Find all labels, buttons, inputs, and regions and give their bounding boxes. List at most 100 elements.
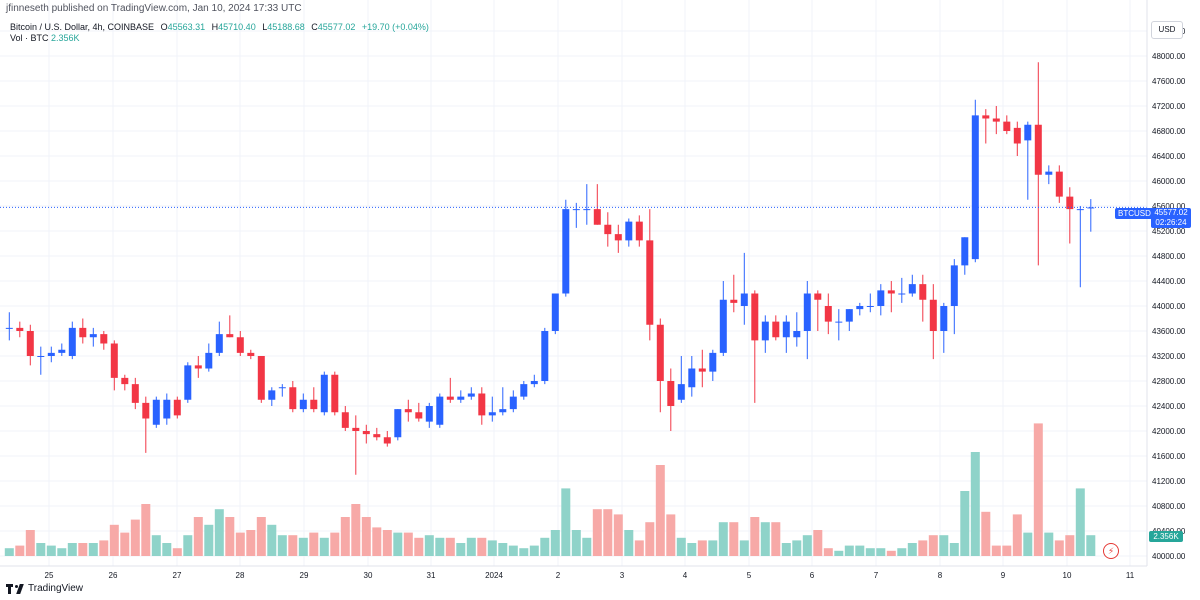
grid-lines bbox=[0, 0, 1147, 566]
symbol-title[interactable]: Bitcoin / U.S. Dollar, 4h, COINBASE bbox=[10, 22, 155, 32]
volume-bar bbox=[718, 522, 728, 556]
volume-bar bbox=[508, 545, 518, 556]
volume-bar bbox=[592, 509, 602, 556]
candle-body bbox=[457, 396, 465, 400]
volume-bar bbox=[540, 537, 550, 556]
volume-bar bbox=[288, 535, 298, 556]
volume-label[interactable]: Vol · BTC bbox=[10, 33, 49, 43]
candle-body bbox=[845, 309, 853, 322]
candle-body bbox=[184, 365, 192, 400]
candle-body bbox=[299, 399, 307, 410]
tradingview-logo[interactable]: TradingView bbox=[6, 583, 83, 594]
volume-bar bbox=[340, 517, 350, 556]
candle-body bbox=[583, 209, 591, 211]
price-candles bbox=[5, 62, 1095, 475]
volume-bar bbox=[697, 540, 707, 556]
candle-body bbox=[866, 306, 874, 307]
volume-bar bbox=[487, 540, 497, 556]
high-value: 45710.40 bbox=[218, 22, 256, 32]
time-axis[interactable]: 25 26 27 28 29 30 31 2024 2 3 4 5 6 7 8 9 10 11 bbox=[45, 571, 1135, 580]
candle-body bbox=[79, 327, 87, 338]
price-tick-label: 48000.00 bbox=[1152, 52, 1186, 61]
volume-value: 2.356K bbox=[51, 33, 80, 43]
candle-body bbox=[173, 399, 181, 416]
candle-body bbox=[341, 412, 349, 428]
volume-bar bbox=[1012, 514, 1022, 556]
time-tick-label: 6 bbox=[810, 571, 815, 580]
volume-bars bbox=[4, 423, 1096, 556]
time-tick-label: 25 bbox=[45, 571, 54, 580]
candle-body bbox=[929, 299, 937, 331]
volume-bar bbox=[750, 517, 760, 556]
candle-body bbox=[740, 293, 748, 306]
volume-bar bbox=[435, 537, 445, 556]
price-tick-label: 44000.00 bbox=[1152, 302, 1186, 311]
volume-price-tag: 2.356K bbox=[1149, 531, 1183, 542]
volume-bar bbox=[1086, 535, 1096, 556]
price-tick-label: 41200.00 bbox=[1152, 477, 1186, 486]
candle-body bbox=[110, 343, 118, 378]
volume-bar bbox=[498, 543, 508, 556]
high-label: H bbox=[211, 22, 219, 32]
candle-body bbox=[898, 293, 906, 295]
volume-bar bbox=[561, 488, 571, 556]
candle-body bbox=[1034, 124, 1042, 175]
candle-body bbox=[1045, 171, 1053, 175]
volume-bar bbox=[130, 519, 140, 556]
volume-bar bbox=[582, 537, 592, 556]
change-value: +19.70 (+0.04%) bbox=[361, 22, 429, 32]
volume-bar bbox=[424, 535, 434, 556]
candle-body bbox=[877, 290, 885, 306]
volume-bar bbox=[57, 548, 67, 556]
lightning-icon[interactable]: ⚡ bbox=[1103, 543, 1119, 559]
volume-bar bbox=[960, 491, 970, 556]
volume-bar bbox=[477, 537, 487, 556]
candle-body bbox=[446, 396, 454, 400]
volume-bar bbox=[1033, 423, 1043, 556]
open-label: O bbox=[160, 22, 168, 32]
price-tick-label: 41600.00 bbox=[1152, 452, 1186, 461]
time-tick-label: 31 bbox=[427, 571, 436, 580]
time-tick-label: 26 bbox=[109, 571, 118, 580]
volume-bar bbox=[855, 545, 865, 556]
currency-button[interactable]: USD bbox=[1151, 21, 1183, 39]
volume-bar bbox=[36, 543, 46, 556]
volume-bar bbox=[1002, 545, 1012, 556]
volume-bar bbox=[414, 537, 424, 556]
volume-bar bbox=[120, 532, 130, 556]
volume-bar bbox=[739, 540, 749, 556]
price-tick-label: 44800.00 bbox=[1152, 252, 1186, 261]
volume-bar bbox=[687, 543, 697, 556]
candle-body bbox=[677, 384, 685, 400]
time-tick-label: 2024 bbox=[485, 571, 503, 580]
volume-bar bbox=[204, 524, 214, 556]
volume-bar bbox=[172, 548, 182, 556]
volume-bar bbox=[823, 548, 833, 556]
volume-bar bbox=[235, 532, 245, 556]
price-axis[interactable]: 40000.0040400.0040800.0041200.0041600.00… bbox=[1152, 27, 1186, 561]
price-tick-label: 43200.00 bbox=[1152, 352, 1186, 361]
candle-body bbox=[782, 321, 790, 338]
volume-bar bbox=[351, 504, 361, 556]
candle-body bbox=[961, 237, 969, 266]
candle-body bbox=[761, 321, 769, 341]
volume-bar bbox=[865, 548, 875, 556]
candle-body bbox=[257, 356, 265, 400]
volume-bar bbox=[445, 537, 455, 556]
volume-bar bbox=[319, 537, 329, 556]
volume-bar bbox=[519, 548, 529, 556]
candle-body bbox=[1076, 209, 1084, 211]
candle-body bbox=[509, 396, 517, 410]
volume-bar bbox=[624, 530, 634, 556]
candle-body bbox=[520, 384, 528, 397]
candle-body bbox=[530, 381, 538, 385]
candle-body bbox=[247, 352, 255, 356]
volume-bar bbox=[603, 509, 613, 556]
candle-body bbox=[908, 284, 916, 294]
price-tick-label: 42800.00 bbox=[1152, 377, 1186, 386]
volume-bar bbox=[981, 511, 991, 556]
candle-body bbox=[656, 324, 664, 381]
time-tick-label: 7 bbox=[874, 571, 879, 580]
candle-body bbox=[58, 349, 66, 353]
